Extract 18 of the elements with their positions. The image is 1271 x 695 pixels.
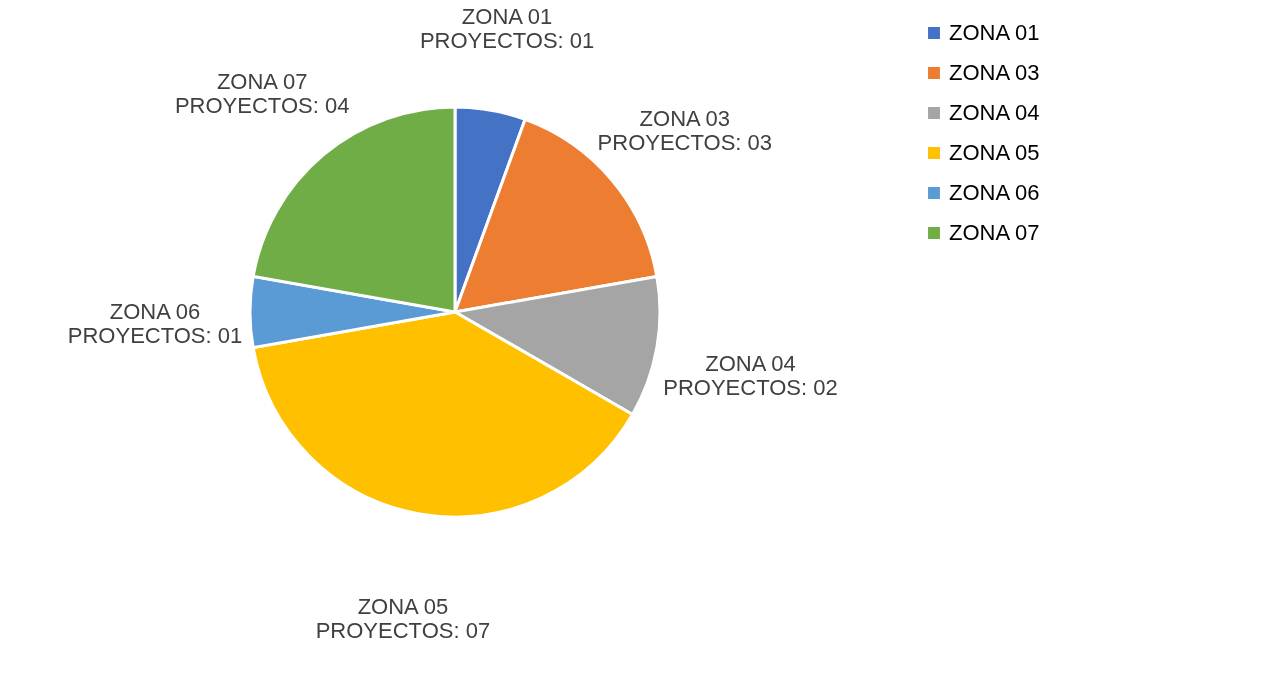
data-label: PROYECTOS: 04	[174, 93, 350, 119]
legend-label: ZONA 05	[949, 140, 1040, 165]
data-label: PROYECTOS: 02	[663, 375, 838, 401]
data-label: PROYECTOS: 01	[67, 323, 243, 348]
slice-label: ZONA 04	[705, 351, 796, 377]
slice-label: ZONA 07	[216, 69, 308, 95]
legend-label: ZONA 04	[949, 100, 1040, 125]
legend-label: ZONA 07	[949, 220, 1040, 245]
data-label: PROYECTOS: 03	[597, 130, 773, 156]
data-label: PROYECTOS: 07	[315, 618, 491, 644]
slice-label: ZONA 01	[461, 3, 553, 29]
legend-label: ZONA 06	[949, 180, 1040, 205]
slice-label: ZONA 03	[639, 106, 731, 132]
slice-label: ZONA 05	[357, 594, 449, 620]
slice-label: ZONA 06	[109, 299, 201, 324]
data-label: PROYECTOS: 01	[419, 27, 595, 53]
legend-label: ZONA 03	[949, 60, 1040, 85]
legend-label: ZONA 01	[949, 20, 1040, 45]
